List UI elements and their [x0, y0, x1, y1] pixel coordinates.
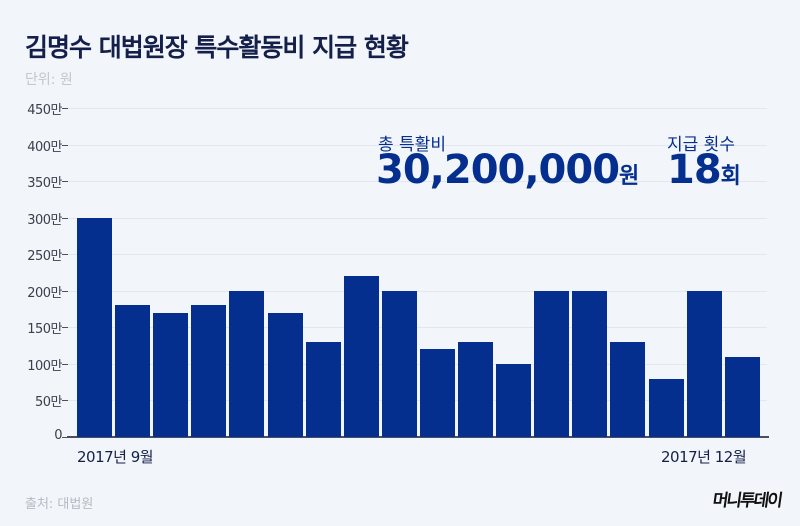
gridline — [67, 254, 767, 256]
count-label: 지급 횟수 — [667, 135, 735, 155]
y-tick-mark — [62, 254, 68, 256]
bar — [267, 312, 303, 437]
bar — [153, 312, 189, 437]
bar — [115, 305, 151, 437]
y-tick-label: 400만 — [27, 139, 62, 155]
y-tick-label: 100만 — [27, 358, 62, 374]
bar — [648, 378, 684, 437]
total-unit: 원 — [619, 164, 639, 189]
count-number: 18 — [667, 147, 722, 193]
gridline — [67, 363, 767, 365]
y-tick-mark — [62, 437, 68, 438]
y-tick-mark — [62, 290, 68, 292]
y-tick-label: 350만 — [27, 176, 62, 192]
gridline — [67, 108, 767, 109]
bar — [305, 341, 341, 437]
y-tick-label: 0 — [54, 428, 62, 443]
y-tick-label: 450만 — [27, 103, 62, 118]
x-label-end: 2017년 12월 — [661, 448, 747, 466]
count-unit: 회 — [720, 164, 741, 189]
bar — [686, 290, 722, 437]
y-tick-label: 300만 — [27, 212, 62, 228]
gridline — [67, 400, 767, 402]
unit-label: 단위: 원 — [25, 72, 73, 88]
total-value: 30,200,000원 — [376, 147, 639, 193]
bar — [610, 341, 646, 437]
gridline — [67, 327, 767, 329]
bar — [496, 363, 532, 437]
y-tick-mark — [62, 181, 68, 183]
bar — [229, 290, 265, 437]
y-tick-mark — [62, 327, 68, 329]
total-label: 총 특활비 — [378, 135, 446, 155]
gridline — [67, 290, 767, 292]
source-note: 출처: 대법원 — [25, 497, 94, 512]
bar — [534, 290, 570, 437]
bar — [77, 217, 112, 437]
x-label-start: 2017년 9월 — [77, 448, 154, 466]
bar — [191, 305, 227, 437]
bar — [381, 290, 417, 437]
count-value: 18회 — [667, 147, 741, 193]
chart-title: 김명수 대법원장 특수활동비 지급 현황 — [25, 33, 409, 62]
y-tick-mark — [62, 108, 68, 109]
total-number: 30,200,000 — [376, 147, 620, 193]
y-tick-label: 50만 — [34, 395, 63, 411]
y-tick-mark — [62, 144, 68, 146]
bar — [572, 290, 608, 437]
publisher-logo: 머니투데이 — [711, 491, 783, 511]
y-tick-mark — [62, 363, 68, 365]
y-tick-mark — [62, 217, 68, 219]
bar — [343, 276, 379, 437]
gridline — [67, 217, 767, 219]
gridline — [67, 144, 767, 146]
x-axis — [67, 436, 769, 438]
bar — [724, 356, 760, 437]
y-tick-mark — [62, 400, 68, 402]
bar — [419, 349, 455, 437]
gridline — [67, 181, 767, 183]
bar — [458, 341, 493, 437]
y-tick-label: 150만 — [27, 322, 62, 338]
y-tick-label: 250만 — [27, 249, 62, 265]
y-tick-label: 200만 — [27, 285, 62, 301]
